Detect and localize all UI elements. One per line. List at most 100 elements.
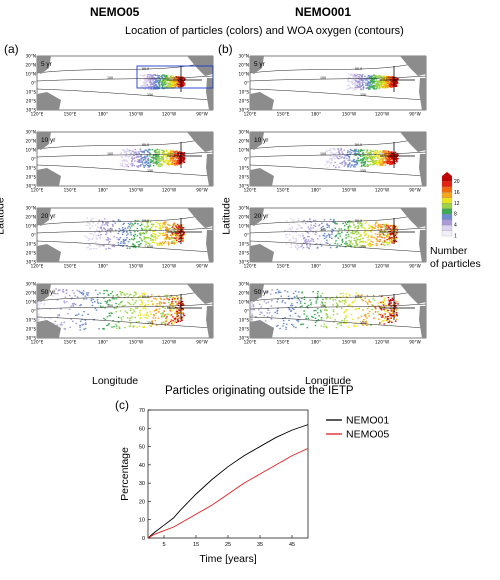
lon-tick-label: 120°W <box>375 188 389 193</box>
land-australia <box>37 320 61 338</box>
x-tick-label: 35 <box>257 542 263 548</box>
lat-tick-label: 10°N <box>238 72 249 77</box>
contour-label-150: 150 <box>147 169 153 173</box>
lon-tick-label: 150°E <box>64 188 77 193</box>
colorbar-swatch <box>441 192 453 198</box>
land-asia <box>250 56 264 74</box>
colorbar-tick-label: 8 <box>454 212 457 218</box>
colorbar-swatch <box>441 230 453 237</box>
lon-tick-label: 150°W <box>342 188 356 193</box>
map-panel-nemo05-20yr: 50.0 100 150 20 yr 30°N 20°N 10°N 0° 10°S 20°S 30°… <box>19 206 215 274</box>
contour-100-north <box>249 151 427 158</box>
contour-150 <box>249 316 427 329</box>
contour-150 <box>36 88 214 101</box>
x-tick-label: 5 <box>162 542 165 548</box>
lat-tick-label: 0° <box>244 157 249 162</box>
contour-label-50: 50.0 <box>355 143 362 147</box>
series-line-nemo01 <box>147 424 309 539</box>
lat-tick-label: 10°N <box>238 148 249 153</box>
lon-tick-label: 180° <box>311 264 321 269</box>
lon-tick-label: 120°W <box>162 264 176 269</box>
lon-tick-label: 150°E <box>277 188 290 193</box>
land-australia <box>250 320 274 338</box>
lon-tick-label: 150°W <box>129 188 143 193</box>
lon-tick-label: 120°W <box>162 112 176 117</box>
lon-tick-label: 150°W <box>342 340 356 345</box>
lat-tick-label: 20°S <box>26 175 36 180</box>
lat-tick-label: 20°N <box>238 215 249 220</box>
lon-tick-label: 120°W <box>375 340 389 345</box>
contour-100-north <box>36 75 214 82</box>
contour-label-100: 100 <box>107 304 113 308</box>
map-frame <box>249 207 427 263</box>
lon-tick-label: 150°E <box>64 112 77 117</box>
particle-field <box>38 288 185 332</box>
chart-ylabel: Percentage <box>119 447 131 501</box>
lat-tick-label: 30°S <box>26 336 36 341</box>
lon-tick-label: 150°W <box>129 264 143 269</box>
colorbar-swatch <box>441 208 453 215</box>
colorbar-swatch <box>441 224 453 231</box>
lon-tick-label: 120°E <box>244 264 257 269</box>
contour-label-100: 100 <box>320 304 326 308</box>
map-frame <box>36 55 214 111</box>
land-north-america <box>187 284 213 304</box>
lon-tick-label: 150°W <box>342 112 356 117</box>
contour-150 <box>36 164 214 177</box>
map-frame <box>36 131 214 187</box>
map-panel-nemo05-10yr: 50.0 100 150 10 yr 30°N 20°N 10°N 0° 10°S 20°S 30°… <box>19 130 215 198</box>
map-panel-nemo001-10yr: 50.0 100 150 10 yr 30°N 20°N 10°N 0° 10°S 20°S 30°… <box>232 130 428 198</box>
lat-tick-label: 10°S <box>26 318 36 323</box>
ietp-region-box <box>136 65 214 89</box>
contour-label-50: 50.0 <box>355 219 362 223</box>
lon-tick-label: 120°W <box>162 340 176 345</box>
year-label: 5 yr <box>41 61 53 68</box>
lon-tick-label: 150°E <box>64 340 77 345</box>
y-tick-label: 30 <box>139 481 145 487</box>
lat-tick-label: 10°S <box>239 166 249 171</box>
lat-tick-label: 30°N <box>25 54 36 59</box>
contour-label-150: 150 <box>147 245 153 249</box>
lat-tick-label: 0° <box>244 309 249 314</box>
lat-tick-label: 20°S <box>239 327 249 332</box>
lon-tick-label: 150°E <box>64 264 77 269</box>
map-panel-nemo001-20yr: 50.0 100 150 20 yr 30°N 20°N 10°N 0° 10°S 20°S 30°… <box>232 206 428 274</box>
x-tick-label: 15 <box>193 542 199 548</box>
land-australia <box>37 244 61 262</box>
lat-tick-label: 30°S <box>239 260 249 265</box>
lat-tick-label: 20°S <box>239 175 249 180</box>
series-line-nemo05 <box>147 447 309 539</box>
land-australia <box>37 168 61 186</box>
colorbar-swatch <box>441 197 453 204</box>
land-south-america <box>206 154 213 186</box>
contour-100-north <box>249 303 427 310</box>
lat-tick-label: 30°N <box>25 206 36 211</box>
contour-label-100: 100 <box>320 152 326 156</box>
lon-tick-label: 180° <box>311 112 321 117</box>
lat-tick-label: 30°S <box>26 184 36 189</box>
land-asia <box>37 132 51 150</box>
colorbar-tick-label: 12 <box>454 201 460 207</box>
land-south-america <box>419 78 426 110</box>
lat-tick-label: 10°N <box>25 148 36 153</box>
lat-tick-label: 30°N <box>238 54 249 59</box>
contour-150 <box>249 88 427 101</box>
land-asia <box>250 132 264 150</box>
chart-xlabel: Time [years] <box>199 553 256 565</box>
contour-label-100: 100 <box>107 228 113 232</box>
contour-50 <box>36 137 214 150</box>
lon-tick-label: 180° <box>98 340 108 345</box>
lat-tick-label: 30°N <box>25 282 36 287</box>
lat-tick-label: 20°S <box>26 99 36 104</box>
lat-tick-label: 20°S <box>239 99 249 104</box>
lon-tick-label: 120°W <box>375 264 389 269</box>
year-label: 10 yr <box>41 137 56 144</box>
contour-50 <box>249 289 427 302</box>
contour-label-50: 50.0 <box>355 67 362 71</box>
lon-tick-label: 90°W <box>196 340 208 345</box>
map-panel-nemo001-50yr: 50.0 100 150 50 yr 30°N 20°N 10°N 0° 10°S 20°S 30°… <box>232 282 428 350</box>
lat-tick-label: 10°N <box>25 300 36 305</box>
colorbar-label-line1: Number <box>430 245 468 257</box>
lon-tick-label: 120°E <box>244 112 257 117</box>
x-tick-label: 45 <box>289 542 295 548</box>
